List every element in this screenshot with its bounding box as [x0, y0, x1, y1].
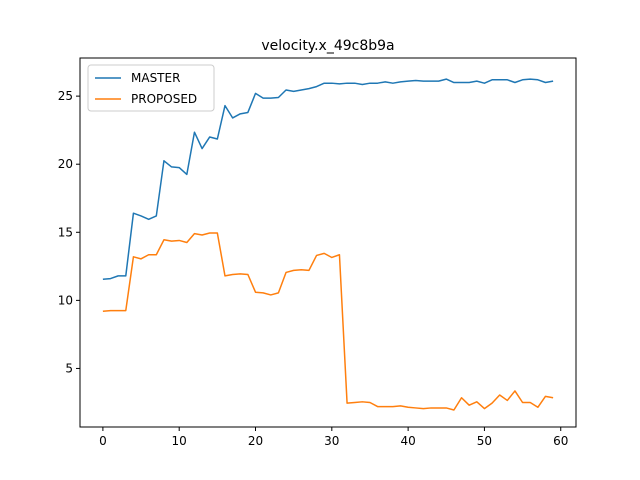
- x-tick-label: 40: [400, 434, 415, 448]
- plot-area: [102, 78, 554, 411]
- x-tick-label: 60: [553, 434, 568, 448]
- series-line-master: [102, 78, 554, 281]
- series-line-proposed: [102, 232, 554, 411]
- legend: MASTER PROPOSED: [87, 64, 215, 112]
- x-tick-label: 10: [172, 434, 187, 448]
- chart-title: velocity.x_49c8b9a: [261, 38, 394, 54]
- y-tick-label: 20: [58, 157, 73, 171]
- y-tick-label: 15: [58, 225, 73, 239]
- y-tick-label: 5: [65, 361, 73, 375]
- legend-label-proposed: PROPOSED: [131, 92, 197, 106]
- x-tick-label: 30: [324, 434, 339, 448]
- legend-label-master: MASTER: [131, 71, 180, 85]
- axes-frame: [79, 57, 577, 428]
- axes: 0 10 20 30 40 50 60 5 10 15 20 25: [58, 57, 577, 448]
- x-tick-label: 20: [248, 434, 263, 448]
- x-tick-label: 50: [477, 434, 492, 448]
- x-tick-label: 0: [99, 434, 107, 448]
- y-tick-label: 10: [58, 293, 73, 307]
- y-tick-label: 25: [58, 89, 73, 103]
